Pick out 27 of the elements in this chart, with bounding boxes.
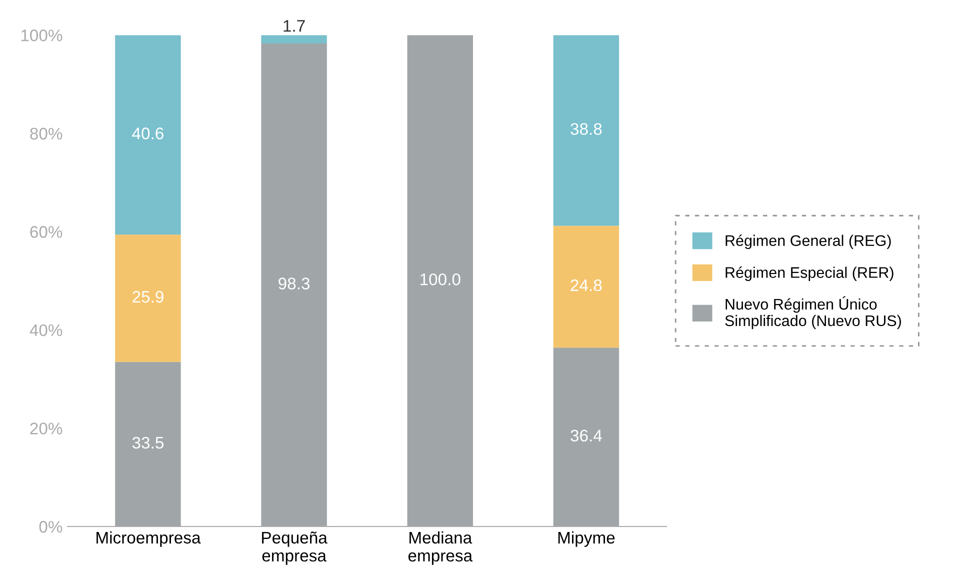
y-tick-label: 100%: [21, 30, 62, 42]
data-label: 100.0: [420, 273, 460, 286]
x-tick-label: Microempresa: [96, 531, 201, 547]
data-label: 40.6: [132, 128, 164, 140]
legend-label: Nuevo Régimen Único Simplificado (Nuevo RUS): [725, 296, 901, 330]
x-tick-label: Mediana empresa: [408, 531, 473, 565]
data-label: 33.5: [132, 436, 164, 449]
bar: [261, 35, 327, 44]
data-label: 36.4: [570, 430, 602, 442]
x-tick-label: Pequeña empresa: [262, 531, 328, 565]
bar: [115, 234, 181, 362]
bar: [553, 226, 620, 348]
data-label: 1.7: [284, 20, 305, 32]
legend-label: Régimen General (REG): [726, 234, 891, 250]
y-tick-label: 0%: [39, 520, 62, 533]
data-label: 25.9: [132, 290, 164, 303]
bar: [553, 35, 620, 226]
legend-label: Régimen Especial (RER): [726, 266, 894, 281]
bar: [115, 35, 181, 235]
y-tick-label: 80%: [30, 128, 62, 140]
x-tick-label: Mipyme: [558, 531, 615, 547]
y-tick-label: 20%: [30, 422, 62, 434]
y-tick-label: 40%: [30, 324, 62, 336]
y-tick-label: 60%: [30, 226, 62, 238]
data-label: 38.8: [570, 123, 602, 135]
data-label: 24.8: [570, 279, 602, 292]
data-label: 98.3: [278, 278, 310, 290]
